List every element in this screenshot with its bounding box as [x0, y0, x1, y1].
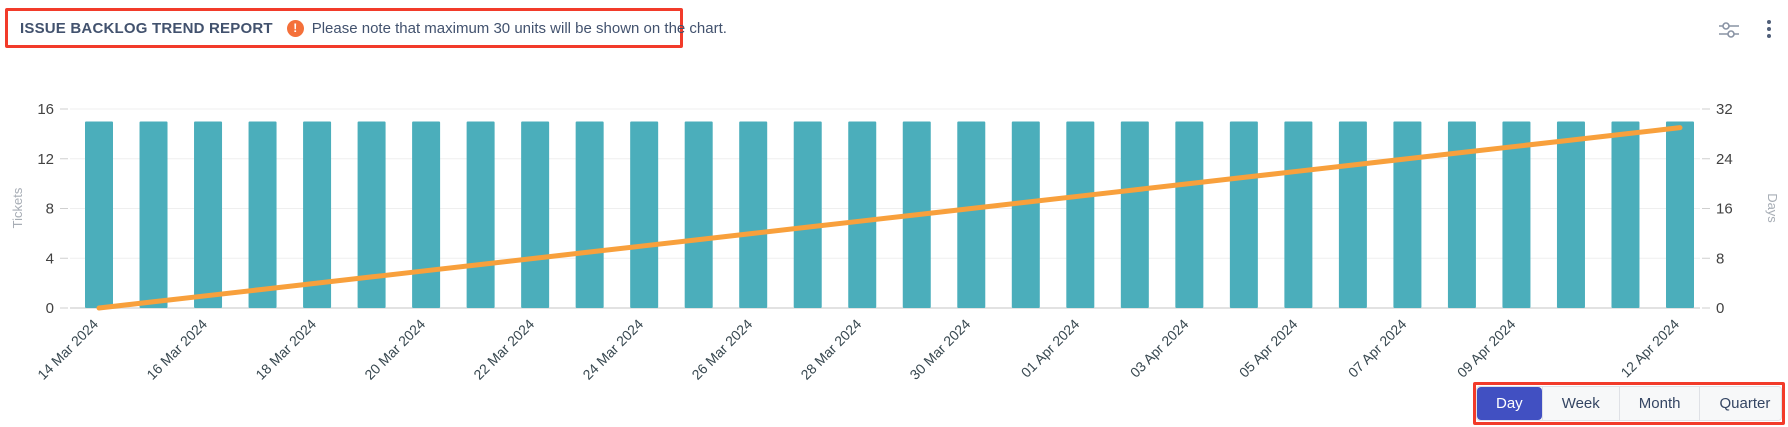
x-axis-tick-label: 20 Mar 2024 — [361, 316, 428, 383]
ticket-bar[interactable] — [739, 121, 768, 308]
ticket-bar[interactable] — [1556, 121, 1585, 308]
period-week-button[interactable]: Week — [1541, 387, 1619, 420]
alert-icon: ! — [286, 19, 304, 37]
ticket-bar[interactable] — [1611, 121, 1640, 308]
ticket-bar[interactable] — [1284, 121, 1313, 308]
ticket-bar[interactable] — [1447, 121, 1476, 308]
x-axis-tick-label: 01 Apr 2024 — [1018, 316, 1083, 381]
x-axis-tick-label: 28 Mar 2024 — [797, 316, 864, 383]
period-switcher: Day Week Month Quarter — [1476, 386, 1782, 421]
x-axis-tick-label: 26 Mar 2024 — [688, 316, 755, 383]
filter-sliders-icon[interactable] — [1716, 17, 1742, 43]
page-title: ISSUE BACKLOG TREND REPORT — [20, 19, 273, 37]
left-axis-tick-label: 4 — [46, 250, 54, 267]
days-trend-line — [96, 125, 1683, 311]
right-axis-tick-label: 24 — [1716, 151, 1733, 168]
right-axis-tick-label: 0 — [1716, 300, 1724, 317]
period-day-button[interactable]: Day — [1477, 387, 1542, 420]
ticket-bar[interactable] — [1175, 121, 1204, 308]
report-header-annotation: ISSUE BACKLOG TREND REPORT ! Please note… — [5, 8, 727, 48]
left-axis-tick-label: 0 — [46, 300, 54, 317]
ticket-bar[interactable] — [848, 121, 877, 308]
x-axis-tick-label: 09 Apr 2024 — [1454, 316, 1519, 381]
period-switcher-annotation: Day Week Month Quarter — [1473, 382, 1785, 425]
ticket-bar[interactable] — [412, 121, 441, 308]
ticket-bar[interactable] — [303, 121, 332, 308]
right-axis-title: Days — [1765, 193, 1780, 223]
x-axis-tick-label: 03 Apr 2024 — [1127, 316, 1192, 381]
note-text: Please note that maximum 30 units will b… — [311, 19, 727, 37]
x-axis-tick-label: 22 Mar 2024 — [470, 316, 537, 383]
ticket-bar[interactable] — [357, 121, 386, 308]
ticket-bar[interactable] — [630, 121, 659, 308]
x-axis-tick-label: 30 Mar 2024 — [906, 316, 973, 383]
x-axis-tick-label: 16 Mar 2024 — [143, 316, 210, 383]
left-axis-tick-label: 12 — [37, 151, 54, 168]
right-axis-tick-label: 16 — [1716, 201, 1733, 218]
x-axis-tick-label: 12 Apr 2024 — [1617, 316, 1682, 381]
ticket-bar[interactable] — [1066, 121, 1095, 308]
ticket-bar[interactable] — [957, 121, 986, 308]
ticket-bar[interactable] — [139, 121, 168, 308]
chart-toolbar — [1716, 16, 1774, 44]
ticket-bar[interactable] — [1502, 121, 1531, 308]
kebab-menu-icon[interactable] — [1764, 16, 1774, 44]
ticket-bar[interactable] — [521, 121, 550, 308]
x-axis-tick-label: 07 Apr 2024 — [1345, 316, 1410, 381]
left-axis-tick-label: 16 — [37, 101, 54, 118]
ticket-bar[interactable] — [466, 121, 495, 308]
x-axis-tick-label: 14 Mar 2024 — [34, 316, 101, 383]
left-axis-title: Tickets — [10, 187, 25, 228]
period-month-button[interactable]: Month — [1618, 387, 1700, 420]
period-quarter-button[interactable]: Quarter — [1699, 387, 1781, 420]
x-axis-tick-label: 18 Mar 2024 — [252, 316, 319, 383]
ticket-bar[interactable] — [1338, 121, 1367, 308]
ticket-bar[interactable] — [85, 121, 113, 308]
ticket-bar[interactable] — [1120, 121, 1149, 308]
x-axis-tick-label: 24 Mar 2024 — [579, 316, 646, 383]
ticket-bar[interactable] — [684, 121, 713, 308]
right-axis-tick-label: 32 — [1716, 101, 1733, 118]
ticket-bar[interactable] — [1011, 121, 1040, 308]
left-axis-tick-label: 8 — [46, 201, 54, 218]
ticket-bar[interactable] — [1393, 121, 1422, 308]
ticket-bar[interactable] — [1666, 121, 1694, 308]
ticket-bar[interactable] — [248, 121, 277, 308]
ticket-bar[interactable] — [194, 121, 223, 308]
ticket-bar[interactable] — [575, 121, 604, 308]
ticket-bar[interactable] — [1229, 121, 1258, 308]
ticket-bar[interactable] — [793, 121, 822, 308]
right-axis-tick-label: 8 — [1716, 250, 1724, 267]
max-units-note: ! Please note that maximum 30 units will… — [286, 19, 727, 37]
x-axis-tick-label: 05 Apr 2024 — [1236, 316, 1301, 381]
